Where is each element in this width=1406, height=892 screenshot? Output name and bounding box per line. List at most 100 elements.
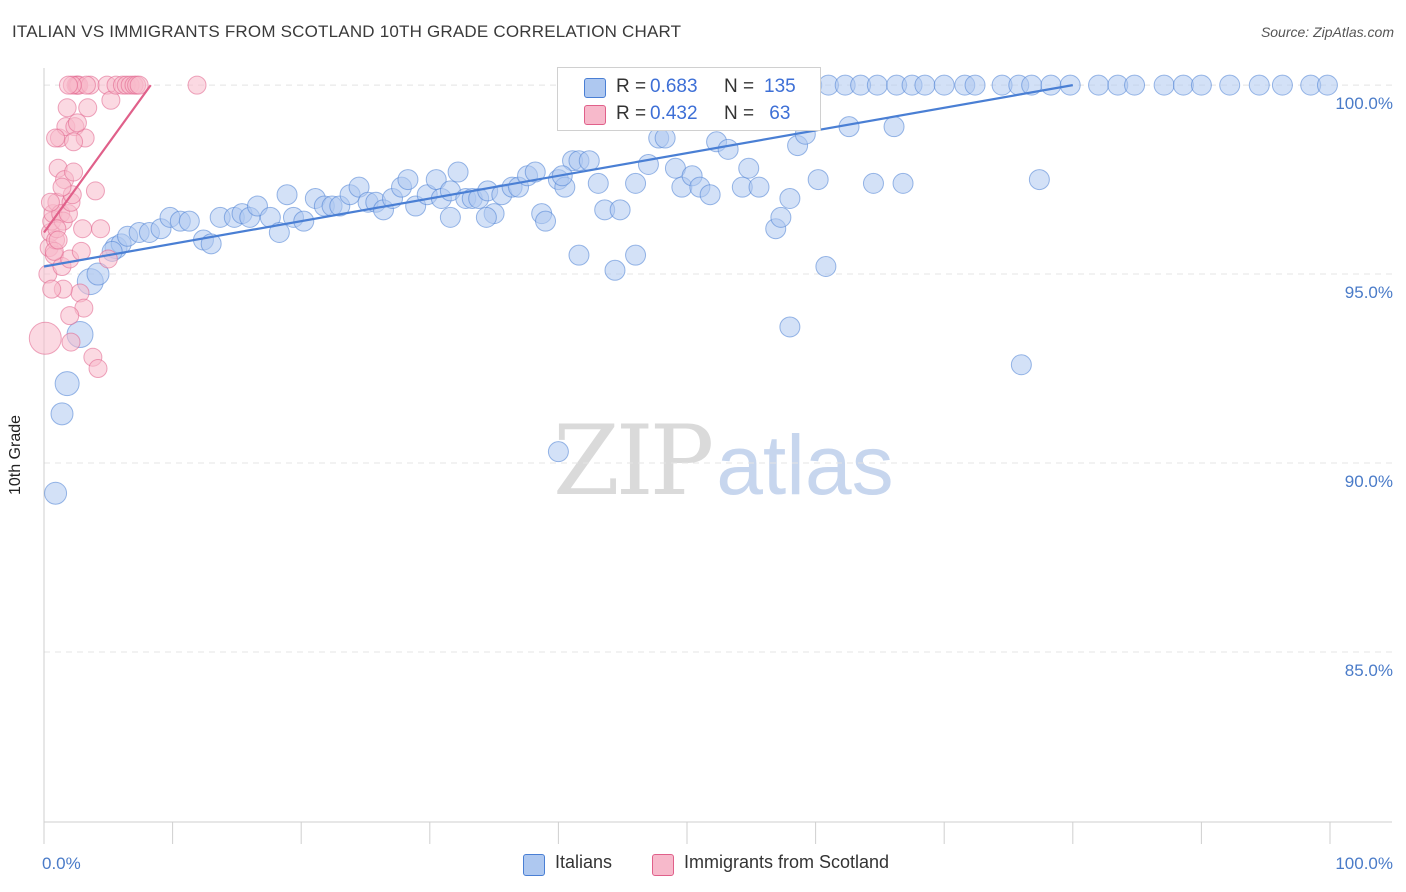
italians-point bbox=[268, 221, 290, 243]
scotland-trend-line bbox=[43, 84, 152, 234]
italians-point bbox=[1271, 74, 1293, 96]
stats-box: R = 0.683 N = 135 R = 0.432 N = 63 bbox=[557, 67, 821, 131]
italians-point bbox=[50, 402, 74, 426]
scotland-point bbox=[42, 279, 62, 299]
r-label: R = bbox=[616, 76, 647, 97]
italians-point bbox=[933, 74, 955, 96]
italians-point bbox=[609, 199, 631, 221]
italians-point bbox=[1124, 74, 1146, 96]
scotland-point bbox=[78, 98, 98, 118]
italians-point bbox=[892, 172, 914, 194]
italians-point bbox=[178, 210, 200, 232]
italians-point bbox=[54, 371, 80, 397]
italians-trend-line bbox=[43, 84, 1073, 268]
italians-point bbox=[862, 172, 884, 194]
italians-point bbox=[815, 256, 837, 278]
legend: Italians Immigrants from Scotland bbox=[0, 850, 1406, 880]
n-label: N = bbox=[724, 103, 755, 124]
scotland-point bbox=[88, 359, 108, 379]
scotland-point bbox=[40, 192, 60, 212]
italians-point bbox=[807, 169, 829, 191]
italians-point bbox=[604, 259, 626, 281]
scotland-point bbox=[57, 98, 77, 118]
n-label: N = bbox=[724, 76, 755, 97]
italians-point bbox=[717, 138, 739, 160]
italians-point bbox=[625, 172, 647, 194]
scotland-point bbox=[98, 249, 118, 269]
italians-point bbox=[625, 244, 647, 266]
italians-point bbox=[447, 161, 469, 183]
legend-swatch-scotland bbox=[652, 854, 674, 876]
scotland-point bbox=[46, 128, 66, 148]
scotland-point bbox=[60, 306, 80, 326]
italians-point bbox=[738, 157, 760, 179]
italians-point bbox=[475, 206, 497, 228]
scotland-point bbox=[28, 321, 62, 355]
n-value: 63 bbox=[764, 103, 791, 124]
y-tick-label: 95.0% bbox=[1345, 283, 1393, 302]
watermark-zip: ZIP bbox=[553, 405, 714, 517]
watermark: ZIPatlas bbox=[553, 405, 894, 517]
source-label: Source: ZipAtlas.com bbox=[1260, 24, 1394, 40]
r-value: 0.432 bbox=[650, 103, 698, 124]
italians-point bbox=[964, 74, 986, 96]
scotland-point bbox=[187, 75, 207, 95]
italians-point bbox=[524, 161, 546, 183]
italians-point bbox=[1190, 74, 1212, 96]
watermark-atlas: atlas bbox=[716, 418, 894, 512]
italians-point bbox=[1153, 74, 1175, 96]
italians-point bbox=[86, 262, 110, 286]
scotland-point bbox=[48, 230, 68, 250]
italians-point bbox=[1028, 169, 1050, 191]
legend-label: Immigrants from Scotland bbox=[684, 852, 890, 872]
scotland-point bbox=[64, 162, 84, 182]
y-tick-label: 100.0% bbox=[1335, 94, 1393, 113]
italians-point bbox=[866, 74, 888, 96]
italians-point bbox=[779, 187, 801, 209]
italians-point bbox=[699, 184, 721, 206]
scotland-point bbox=[71, 241, 91, 261]
r-value: 0.683 bbox=[650, 76, 698, 97]
italians-point bbox=[654, 127, 676, 149]
italians-point bbox=[397, 169, 419, 191]
italians-point bbox=[748, 176, 770, 198]
italians-point bbox=[587, 172, 609, 194]
y-tick-label: 90.0% bbox=[1345, 472, 1393, 491]
italians-point bbox=[637, 153, 659, 175]
italians-point bbox=[770, 206, 792, 228]
italians-point bbox=[535, 210, 557, 232]
scotland-point bbox=[58, 75, 78, 95]
scotland-point bbox=[67, 113, 87, 133]
italians-point bbox=[44, 481, 68, 505]
stats-swatch-scotland bbox=[584, 105, 606, 125]
legend-swatch-italians bbox=[523, 854, 545, 876]
italians-point bbox=[547, 441, 569, 463]
scotland-point bbox=[61, 332, 81, 352]
scotland-point bbox=[73, 219, 93, 239]
italians-point bbox=[883, 116, 905, 138]
italians-point bbox=[568, 244, 590, 266]
italians-point bbox=[914, 74, 936, 96]
stats-swatch-italians bbox=[584, 78, 606, 98]
scotland-point bbox=[91, 219, 111, 239]
scotland-point bbox=[52, 177, 72, 197]
scotland-point bbox=[64, 132, 84, 152]
italians-point bbox=[578, 150, 600, 172]
scotland-point bbox=[129, 75, 149, 95]
r-label: R = bbox=[616, 103, 647, 124]
italians-point bbox=[1040, 74, 1062, 96]
italians-point bbox=[779, 316, 801, 338]
x-tick-label: 0.0% bbox=[42, 854, 81, 873]
legend-label: Italians bbox=[555, 852, 613, 872]
italians-point bbox=[439, 206, 461, 228]
italians-point bbox=[1316, 74, 1338, 96]
scotland-point bbox=[85, 181, 105, 201]
italians-point bbox=[1010, 354, 1032, 376]
italians-point bbox=[1248, 74, 1270, 96]
y-tick-label: 85.0% bbox=[1345, 661, 1393, 680]
italians-point bbox=[1088, 74, 1110, 96]
italians-point bbox=[276, 184, 298, 206]
italians-point bbox=[1172, 74, 1194, 96]
n-value: 135 bbox=[764, 76, 796, 97]
